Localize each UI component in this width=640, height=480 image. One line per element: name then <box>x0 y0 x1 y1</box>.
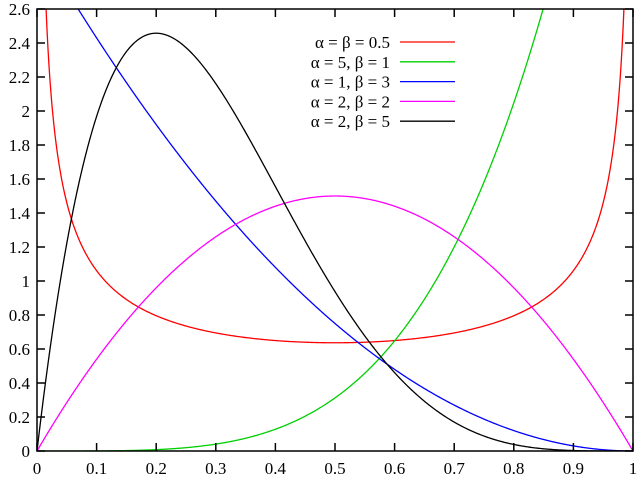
x-tick-label: 0.4 <box>265 459 287 478</box>
y-tick-label: 1.8 <box>9 136 30 155</box>
y-tick-label: 1 <box>22 272 31 291</box>
legend-label: α = β = 0.5 <box>315 33 390 52</box>
x-tick-label: 0 <box>33 459 42 478</box>
y-tick-label: 1.2 <box>9 238 30 257</box>
y-tick-label: 2.2 <box>9 68 30 87</box>
series-line <box>45 9 625 344</box>
y-tick-label: 0.8 <box>9 306 30 325</box>
y-tick-label: 2 <box>22 102 31 121</box>
x-tick-label: 0.2 <box>146 459 167 478</box>
y-tick-label: 0.2 <box>9 408 30 427</box>
legend-label: α = 5, β = 1 <box>311 53 390 72</box>
y-tick-label: 2.6 <box>9 0 30 19</box>
y-tick-label: 2.4 <box>9 34 31 53</box>
y-tick-label: 0.6 <box>9 340 30 359</box>
x-tick-label: 1 <box>629 459 638 478</box>
y-tick-label: 0.4 <box>9 374 31 393</box>
series-line <box>37 195 633 451</box>
x-tick-label: 0.8 <box>503 459 524 478</box>
x-tick-label: 0.3 <box>205 459 226 478</box>
x-tick-label: 0.5 <box>324 459 345 478</box>
x-tick-label: 0.7 <box>444 459 466 478</box>
x-tick-label: 0.1 <box>86 459 107 478</box>
legend-label: α = 2, β = 5 <box>311 112 390 131</box>
y-tick-label: 0 <box>22 442 31 461</box>
series-line <box>77 9 633 451</box>
x-tick-label: 0.6 <box>384 459 405 478</box>
legend-label: α = 1, β = 3 <box>311 73 390 92</box>
y-tick-label: 1.4 <box>9 204 31 223</box>
x-tick-label: 0.9 <box>563 459 584 478</box>
legend-label: α = 2, β = 2 <box>311 92 390 111</box>
y-tick-label: 1.6 <box>9 170 30 189</box>
series-line <box>37 32 633 451</box>
